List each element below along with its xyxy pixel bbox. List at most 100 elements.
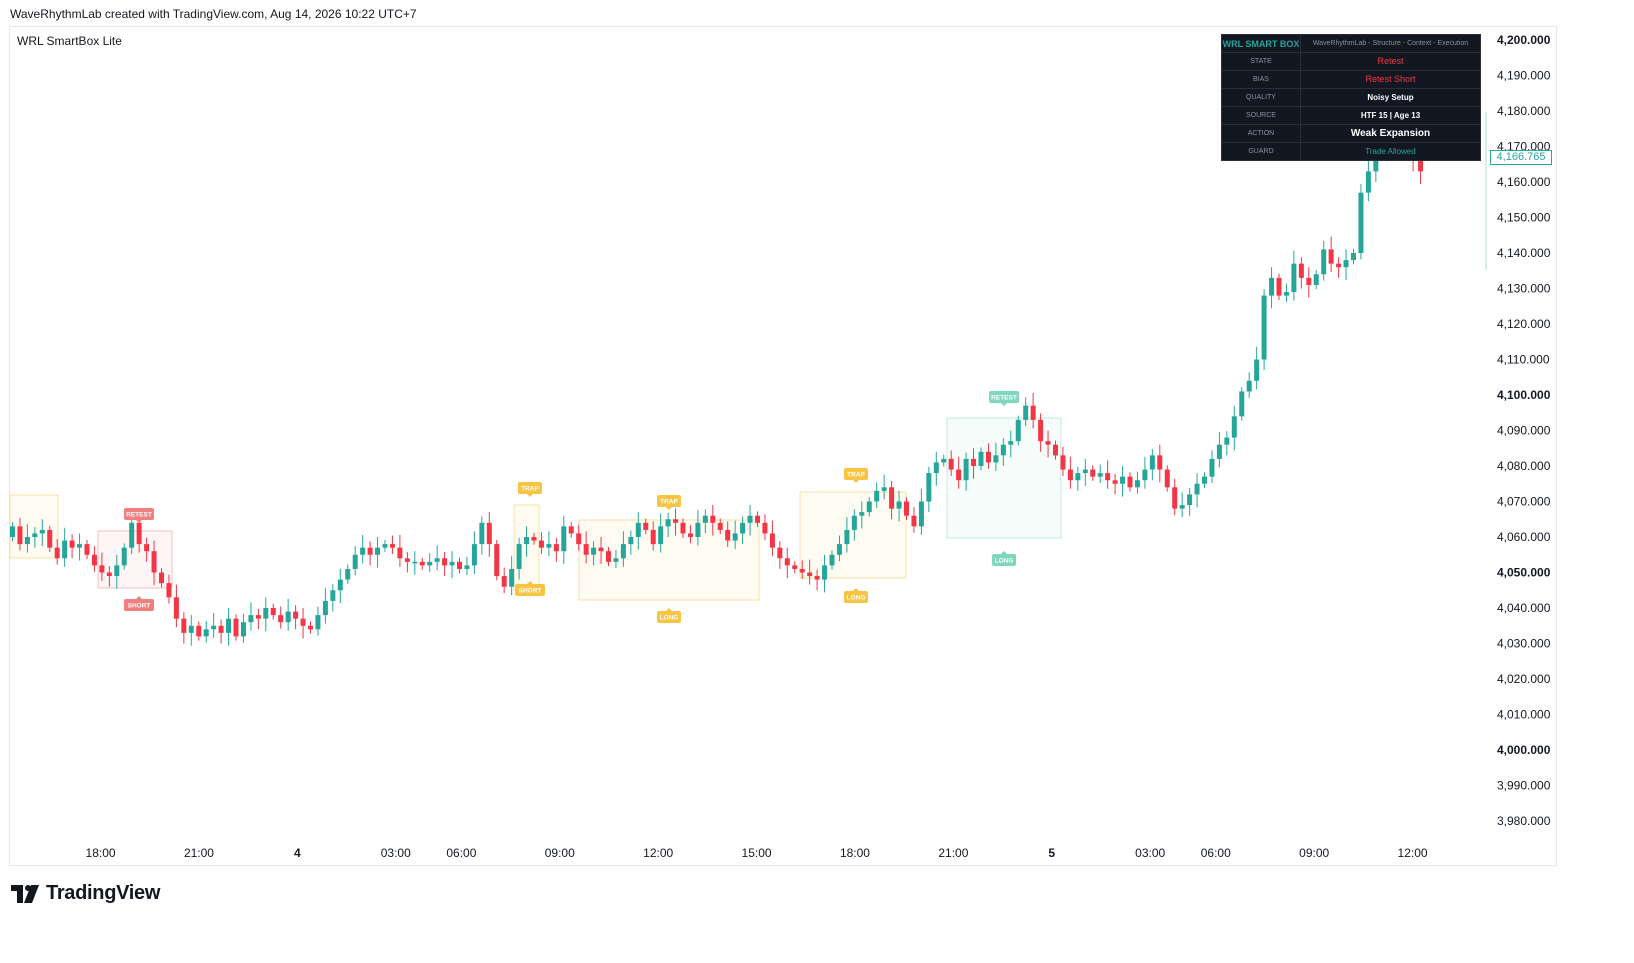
candle [658,513,664,553]
smartbox-key: BIAS [1222,71,1301,88]
candle [1306,267,1312,298]
indicator-legend[interactable]: WRL SmartBox Lite [17,34,122,48]
candle [1053,440,1058,460]
y-tick-label: 3,990.000 [1497,779,1551,793]
candle [345,564,351,584]
candle [404,551,410,573]
candle [971,448,977,479]
smartbox-header-row: WRL SMART BOX WaveRhythmLab - Structure … [1222,35,1480,53]
candle [114,554,120,589]
y-tick-label: 4,150.000 [1497,211,1551,225]
candle [702,509,708,534]
candle [159,568,164,588]
candle [620,531,626,567]
y-tick-label: 4,120.000 [1497,317,1551,331]
candle [166,574,172,604]
candle [1321,240,1327,281]
x-tick-label: 4 [294,846,301,860]
candle [99,552,105,582]
candle [613,549,619,569]
y-tick-label: 4,070.000 [1497,495,1551,509]
y-tick-label: 4,010.000 [1497,708,1551,722]
signal-label-retest: RETEST [124,508,154,523]
candle [1075,466,1081,491]
x-tick-label: 06:00 [446,846,476,860]
candle [740,516,746,545]
candle [680,518,686,538]
y-tick-label: 4,140.000 [1497,246,1551,260]
candle [1298,257,1304,289]
smartbox-row-guard: GUARD Trade Allowed [1222,143,1480,161]
candle [270,603,276,620]
svg-text:SHORT: SHORT [128,603,151,610]
candle [106,566,112,587]
chart-pane[interactable] [9,26,1557,866]
candle [531,532,537,545]
candle [1030,392,1036,429]
candle [464,556,470,576]
svg-text:TRAP: TRAP [521,486,539,493]
candle [792,561,798,574]
candle [1008,430,1014,458]
candle [84,539,90,560]
candle [1336,257,1342,278]
zone-boxes [9,417,1062,601]
svg-text:RETEST: RETEST [991,395,1017,402]
candle [427,553,433,572]
candle [419,557,425,570]
candle [889,480,895,520]
candle [896,490,902,522]
smartbox-subtitle: WaveRhythmLab - Structure - Context - Ex… [1312,40,1469,47]
candle [173,584,179,628]
candle [360,534,366,564]
candle [129,514,135,555]
candle [1015,415,1021,446]
signal-label-long: LONG [992,551,1016,566]
tradingview-logo[interactable]: TradingView [11,882,160,905]
candle [516,537,522,580]
candle [1134,471,1140,494]
candle [643,518,649,535]
time-axis: 18:00 21:00 4 03:00 06:00 09:00 12:00 15:00 18:0… [86,846,1428,860]
candle [330,583,336,612]
candle [1351,248,1356,265]
candle [1358,184,1364,260]
candle [866,497,872,517]
candle [807,559,813,585]
candle [1283,283,1289,302]
candle [695,510,701,546]
candle [635,512,641,550]
candle [1254,346,1260,390]
signal-label-short: SHORT [124,596,154,611]
svg-text:LONG: LONG [847,595,866,602]
price-axis: 4,200.0004,190.0004,180.0004,170.0004,16… [1497,33,1551,828]
candle [501,567,507,594]
candle [1090,465,1096,481]
candle [412,551,418,575]
smartbox-row-quality: QUALITY Noisy Setup [1222,89,1480,107]
x-tick-label: 5 [1048,846,1055,860]
y-tick-label: 4,130.000 [1497,282,1551,296]
y-tick-label: 4,050.000 [1497,566,1551,580]
candle [1000,438,1006,466]
candle [956,456,962,489]
candle [1142,456,1148,489]
candle [1276,273,1282,300]
candle [911,507,917,533]
smartbox-title: WRL SMART BOX [1222,35,1301,52]
y-tick-label: 4,040.000 [1497,601,1551,615]
y-tick-label: 4,200.000 [1497,33,1551,47]
candle [710,505,716,536]
candle [1127,472,1133,492]
candle [628,530,634,555]
candle [240,613,246,643]
candle [904,497,909,520]
signal-label-trap: TRAP [844,468,868,483]
candle [196,621,202,641]
candle [77,533,83,561]
candle [10,522,15,542]
candle [233,614,239,641]
candle [755,511,760,528]
candle [375,537,381,568]
candle [926,466,932,513]
